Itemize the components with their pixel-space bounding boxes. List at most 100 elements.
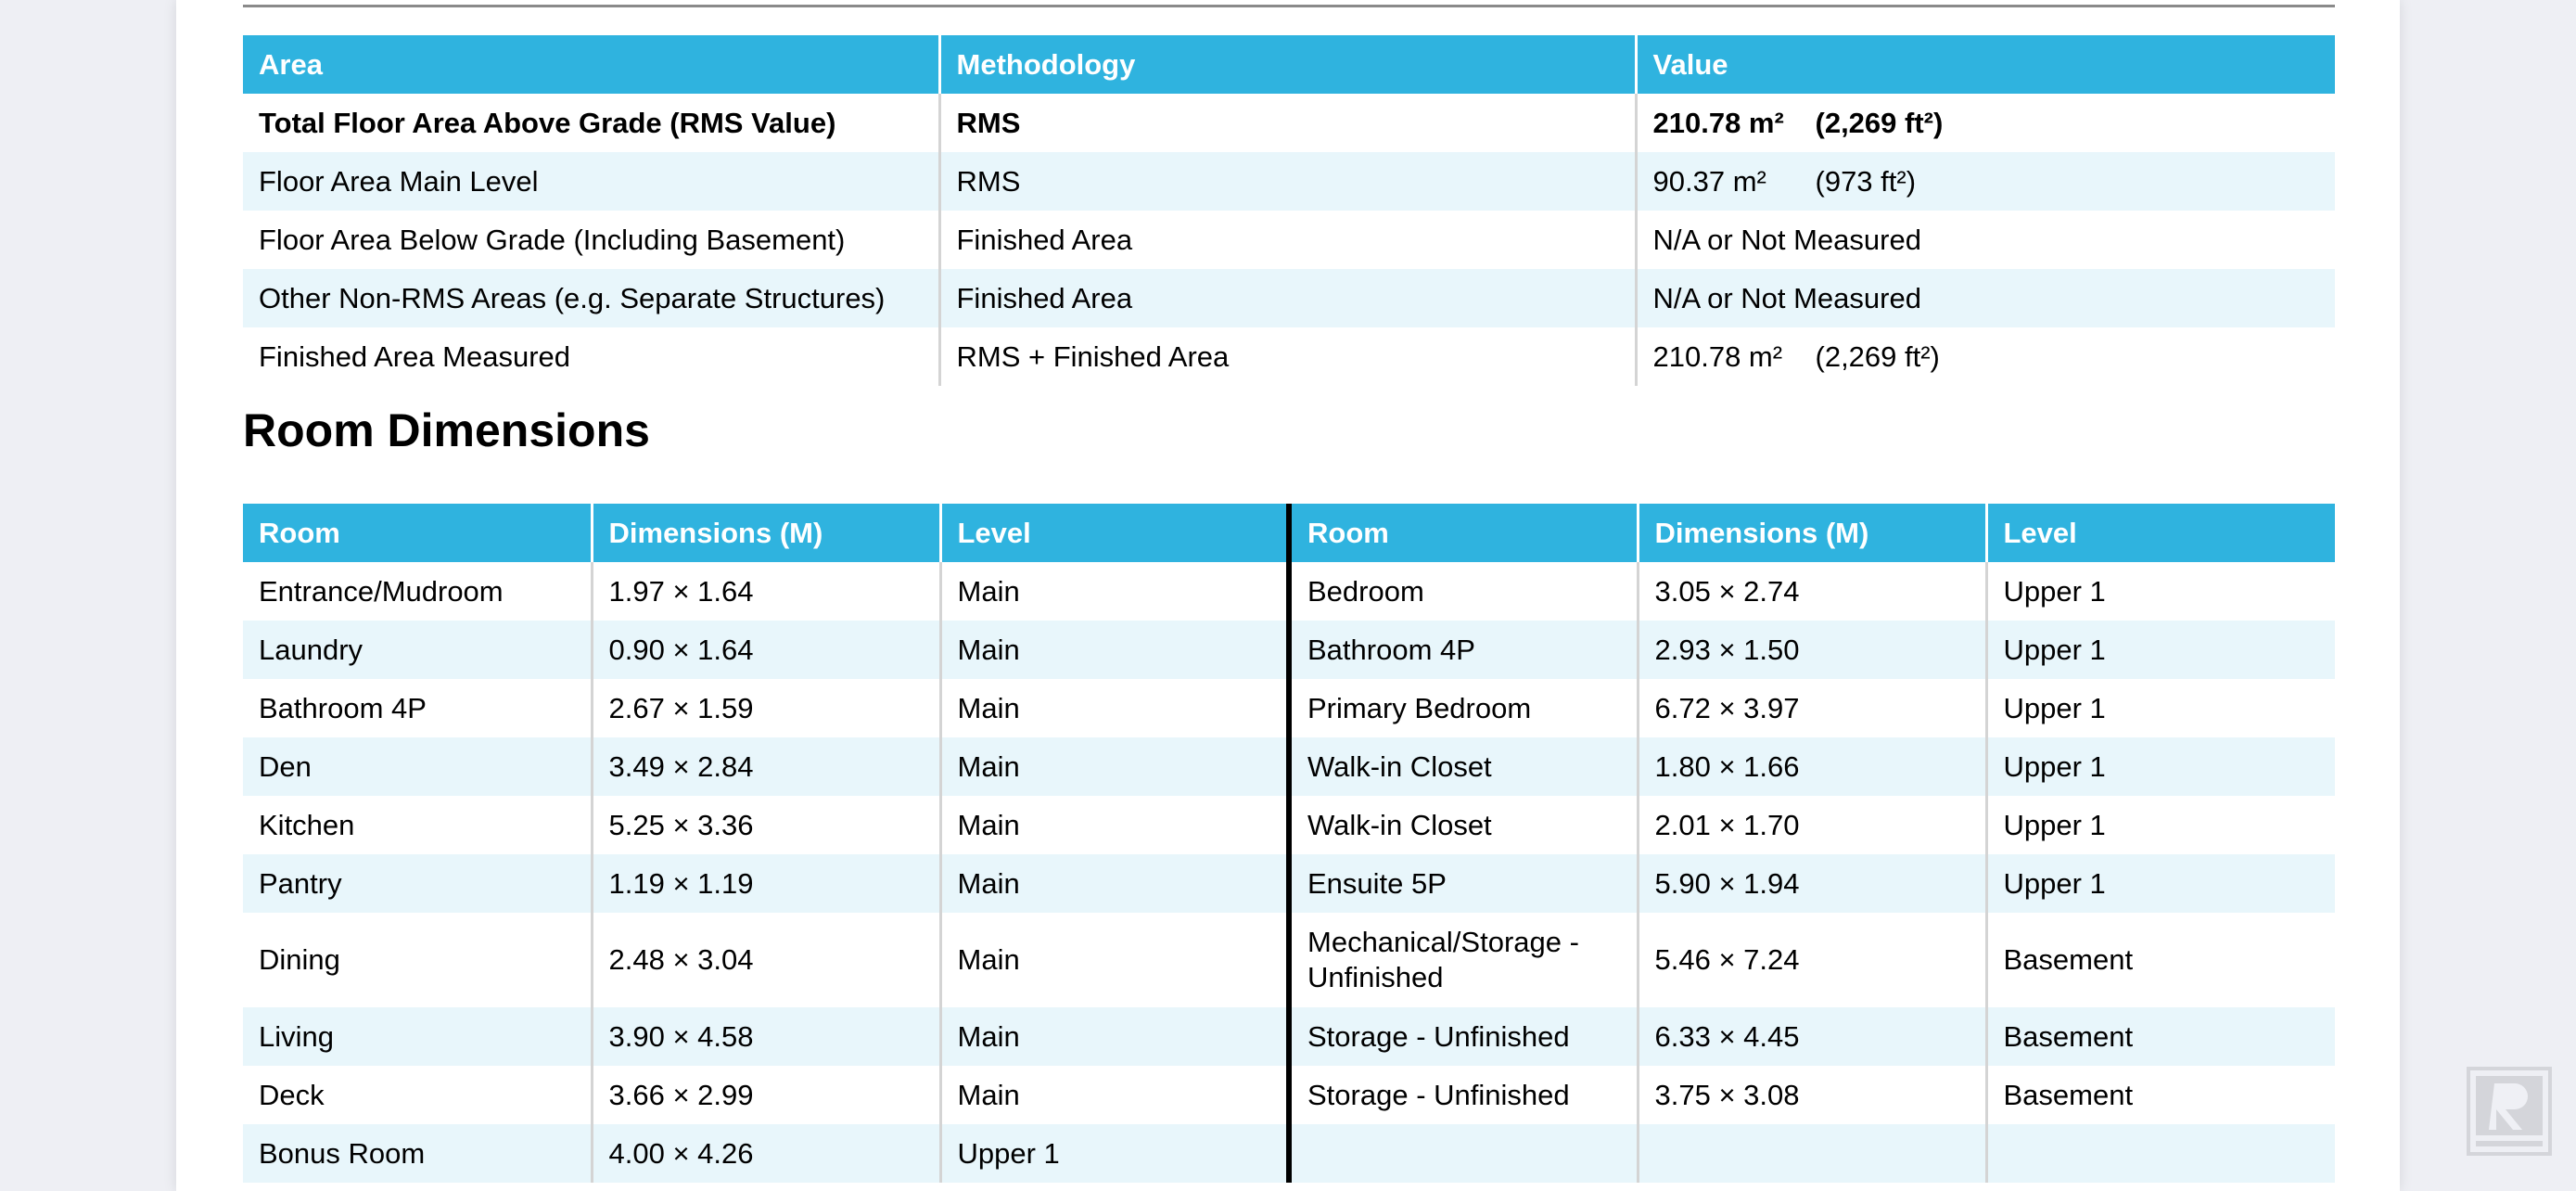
dimensions-cell: 5.90 × 1.94 (1638, 854, 1988, 913)
dimensions-cell: 5.25 × 3.36 (592, 796, 942, 854)
room-table-row: Living 3.90 × 4.58 Main Storage - Unfinishe… (243, 1007, 2335, 1066)
room-name-cell: Primary Bedroom (1289, 679, 1639, 737)
room-name-cell: Living (243, 1007, 593, 1066)
dimensions-cell: 6.72 × 3.97 (1638, 679, 1988, 737)
room-name-cell: Storage - Unfinished (1289, 1066, 1639, 1124)
room-name-cell: Pantry (243, 854, 593, 913)
value-cell: N/A or Not Measured (1636, 269, 2335, 327)
area-cell: Floor Area Below Grade (Including Baseme… (243, 211, 941, 269)
room-name-cell: Deck (243, 1066, 593, 1124)
dimensions-cell: 2.01 × 1.70 (1638, 796, 1988, 854)
room-name-cell: Dining (243, 913, 593, 1007)
header-level-right: Level (1986, 504, 2335, 562)
area-table-row: Other Non-RMS Areas (e.g. Separate Struc… (243, 269, 2335, 327)
level-cell: Main (940, 621, 1292, 679)
dimensions-cell: 3.49 × 2.84 (592, 737, 942, 796)
room-table-row: Entrance/Mudroom 1.97 × 1.64 Main Bedroom 3.… (243, 562, 2335, 621)
area-table-row: Floor Area Main Level RMS 90.37 m² (973 ft²… (243, 152, 2335, 211)
value-imperial: (2,269 ft²) (1815, 106, 1944, 139)
area-cell: Total Floor Area Above Grade (RMS Value) (243, 94, 941, 152)
top-divider (243, 5, 2335, 7)
level-cell: Upper 1 (1986, 854, 2335, 913)
dimensions-cell: 1.80 × 1.66 (1638, 737, 1988, 796)
value-metric: N/A or Not Measured (1652, 223, 1921, 256)
area-table: Area Methodology Value Total Floor Area … (243, 35, 2335, 386)
header-room-right: Room (1289, 504, 1639, 562)
area-table-row: Total Floor Area Above Grade (RMS Value)… (243, 94, 2335, 152)
header-methodology: Methodology (939, 35, 1638, 94)
room-name-cell: Entrance/Mudroom (243, 562, 593, 621)
level-cell: Main (940, 913, 1292, 1007)
dimensions-cell: 2.67 × 1.59 (592, 679, 942, 737)
area-cell: Other Non-RMS Areas (e.g. Separate Struc… (243, 269, 941, 327)
level-cell (1986, 1124, 2335, 1183)
methodology-cell: RMS (939, 94, 1638, 152)
room-table-row: Bonus Room 4.00 × 4.26 Upper 1 (243, 1124, 2335, 1183)
area-table-row: Finished Area Measured RMS + Finished Are… (243, 327, 2335, 386)
room-name-cell: Laundry (243, 621, 593, 679)
methodology-cell: Finished Area (939, 211, 1638, 269)
area-table-row: Floor Area Below Grade (Including Baseme… (243, 211, 2335, 269)
room-table-row: Deck 3.66 × 2.99 Main Storage - Unfinished 3… (243, 1066, 2335, 1124)
dimensions-cell: 3.66 × 2.99 (592, 1066, 942, 1124)
dimensions-cell: 2.48 × 3.04 (592, 913, 942, 1007)
dimensions-cell: 6.33 × 4.45 (1638, 1007, 1988, 1066)
level-cell: Main (940, 562, 1292, 621)
level-cell: Main (940, 1007, 1292, 1066)
level-cell: Basement (1986, 913, 2335, 1007)
header-room-left: Room (243, 504, 593, 562)
room-name-cell (1289, 1124, 1639, 1183)
room-table-row: Den 3.49 × 2.84 Main Walk-in Closet 1.80 × 1… (243, 737, 2335, 796)
room-name-cell: Bathroom 4P (1289, 621, 1639, 679)
value-cell: 210.78 m² (2,269 ft²) (1636, 94, 2335, 152)
value-metric: N/A or Not Measured (1652, 281, 1921, 314)
room-name-cell: Bonus Room (243, 1124, 593, 1183)
value-metric: 210.78 m² (1652, 106, 1784, 139)
dimensions-cell: 5.46 × 7.24 (1638, 913, 1988, 1007)
methodology-cell: Finished Area (939, 269, 1638, 327)
header-level-left: Level (940, 504, 1292, 562)
dimensions-cell: 2.93 × 1.50 (1638, 621, 1988, 679)
level-cell: Main (940, 796, 1292, 854)
header-area: Area (243, 35, 941, 94)
dimensions-cell: 3.75 × 3.08 (1638, 1066, 1988, 1124)
area-cell: Finished Area Measured (243, 327, 941, 386)
room-name-cell: Walk-in Closet (1289, 796, 1639, 854)
area-table-header: Area Methodology Value (243, 35, 2335, 94)
room-table-header: Room Dimensions (M) Level Room Dimension… (243, 504, 2335, 562)
dimensions-cell: 1.97 × 1.64 (592, 562, 942, 621)
room-name-cell: Bathroom 4P (243, 679, 593, 737)
room-name-cell: Ensuite 5P (1289, 854, 1639, 913)
header-dimensions-right: Dimensions (M) (1638, 504, 1988, 562)
level-cell: Main (940, 854, 1292, 913)
methodology-cell: RMS + Finished Area (939, 327, 1638, 386)
room-name-cell: Walk-in Closet (1289, 737, 1639, 796)
room-table-row: Kitchen 5.25 × 3.36 Main Walk-in Closet 2.01… (243, 796, 2335, 854)
level-cell: Upper 1 (940, 1124, 1292, 1183)
header-dimensions-left: Dimensions (M) (592, 504, 942, 562)
room-table-row: Bathroom 4P 2.67 × 1.59 Main Primary Bedroo… (243, 679, 2335, 737)
dimensions-cell: 3.05 × 2.74 (1638, 562, 1988, 621)
section-title: Room Dimensions (243, 404, 650, 456)
room-name-cell: Kitchen (243, 796, 593, 854)
level-cell: Main (940, 737, 1292, 796)
dimensions-cell (1638, 1124, 1988, 1183)
methodology-cell: RMS (939, 152, 1638, 211)
value-cell: 210.78 m² (2,269 ft²) (1636, 327, 2335, 386)
room-name-cell: Storage - Unfinished (1289, 1007, 1639, 1066)
r-logo-watermark-icon (2467, 1067, 2552, 1156)
room-name-cell: Mechanical/Storage - Unfinished (1289, 913, 1639, 1007)
room-table-row: Pantry 1.19 × 1.19 Main Ensuite 5P 5.90 × 1.… (243, 854, 2335, 913)
level-cell: Upper 1 (1986, 737, 2335, 796)
value-metric: 210.78 m² (1652, 339, 1783, 373)
value-imperial: (973 ft²) (1815, 164, 1917, 198)
dimensions-cell: 3.90 × 4.58 (592, 1007, 942, 1066)
room-name-cell: Bedroom (1289, 562, 1639, 621)
level-cell: Main (940, 679, 1292, 737)
document-page: Area Methodology Value Total Floor Area … (176, 0, 2400, 1191)
level-cell: Main (940, 1066, 1292, 1124)
value-imperial: (2,269 ft²) (1815, 339, 1940, 373)
header-value: Value (1636, 35, 2335, 94)
room-table-row: Dining 2.48 × 3.04 Main Mechanical/Storage … (243, 913, 2335, 1007)
dimensions-cell: 0.90 × 1.64 (592, 621, 942, 679)
